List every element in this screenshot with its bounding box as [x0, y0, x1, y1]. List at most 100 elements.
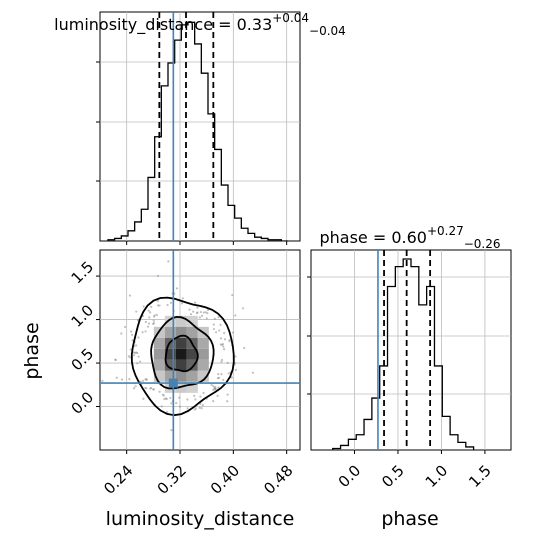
scatter-point	[198, 316, 202, 319]
scatter-point	[200, 407, 203, 410]
x-tick-label: 0.40	[207, 462, 243, 498]
density-block	[186, 326, 198, 338]
scatter-point	[152, 388, 155, 391]
luminosity-histogram-title: luminosity_distance = 0.33+0.04−0.04	[54, 11, 346, 38]
scatter-point	[156, 274, 160, 278]
scatter-point	[134, 344, 138, 347]
scatter-point	[228, 338, 231, 342]
y-tick-label: 1.5	[68, 258, 98, 288]
scatter-point	[142, 379, 145, 382]
scatter-point	[120, 378, 124, 381]
scatter-point	[175, 402, 178, 405]
scatter-point	[210, 383, 213, 387]
density-truth-lines	[100, 250, 300, 450]
scatter-point	[206, 308, 210, 312]
scatter-point	[139, 360, 142, 363]
scatter-point	[206, 312, 209, 315]
scatter-point	[230, 376, 233, 379]
scatter-point	[204, 311, 207, 314]
scatter-point	[234, 355, 237, 358]
density-block	[197, 337, 209, 349]
scatter-point	[139, 380, 142, 383]
phase-histogram-frame	[310, 249, 512, 451]
luminosity-title-err-minus: −0.04	[309, 24, 346, 38]
phase-title-err-minus: −0.26	[464, 237, 501, 251]
scatter-point	[218, 329, 221, 332]
x-tick-label: 0.48	[260, 462, 296, 498]
scatter-point	[200, 314, 204, 317]
luminosity-quantile-lines	[158, 12, 215, 241]
scatter-point	[217, 372, 220, 376]
x-tick-label: 0.5	[378, 462, 408, 492]
scatter-point	[241, 307, 245, 310]
scatter-point	[217, 316, 220, 319]
scatter-point	[178, 396, 181, 399]
density-block	[153, 348, 165, 360]
scatter-point	[115, 376, 118, 379]
scatter-point	[212, 400, 215, 403]
scatter-point	[132, 387, 136, 390]
scatter-point	[146, 325, 150, 328]
scatter-point	[226, 393, 229, 396]
density-y-tick-labels: 0.0 0.5 1.0 1.5	[68, 258, 98, 418]
scatter-point	[219, 323, 222, 326]
y-tick-label: 1.0	[68, 301, 98, 331]
scatter-point	[124, 325, 127, 329]
phase-title-param: phase	[319, 228, 367, 247]
scatter-point	[223, 331, 226, 335]
scatter-point	[144, 320, 147, 324]
scatter-point	[220, 358, 224, 362]
density-block	[197, 370, 209, 382]
scatter-point	[152, 319, 155, 322]
scatter-point	[158, 390, 161, 393]
phase-x-tick-labels: 0.0 0.5 1.0 1.5	[335, 462, 495, 492]
scatter-point	[234, 368, 238, 371]
scatter-point	[202, 311, 205, 314]
density-x-axis-label: luminosity_distance	[106, 508, 295, 530]
y-tick-label: 0.0	[68, 388, 98, 418]
scatter-point	[160, 405, 163, 408]
scatter-point	[167, 260, 170, 263]
scatter-point	[188, 308, 191, 311]
scatter-point	[149, 386, 153, 390]
scatter-point	[205, 317, 208, 320]
scatter-point	[147, 309, 150, 312]
truth-marker	[168, 378, 178, 388]
density-block	[197, 348, 209, 360]
luminosity-histogram-grid	[100, 12, 300, 241]
scatter-point	[223, 348, 226, 351]
scatter-point	[223, 338, 227, 341]
scatter-point	[134, 385, 137, 388]
scatter-point	[142, 397, 145, 400]
scatter-point	[214, 331, 218, 334]
scatter-point	[130, 333, 134, 336]
scatter-point	[194, 398, 197, 401]
luminosity-title-param: luminosity_distance	[54, 15, 213, 35]
scatter-point	[220, 373, 223, 376]
luminosity-histogram-steps	[107, 21, 288, 241]
scatter-point	[226, 400, 229, 403]
scatter-point	[217, 386, 220, 389]
scatter-point	[166, 303, 169, 307]
scatter-point	[199, 395, 202, 398]
scatter-point	[129, 330, 133, 333]
scatter-point	[147, 322, 151, 325]
panel-2d-density: 0.24 0.32 0.40 0.48 0.0 0.5 1.0 1.5 luminosity…	[21, 249, 301, 530]
scatter-point	[144, 378, 147, 381]
scatter-point	[129, 348, 132, 351]
density-block	[153, 370, 165, 382]
phase-title-median: 0.60	[391, 228, 427, 247]
density-block	[175, 348, 187, 360]
scatter-point	[219, 343, 222, 346]
phase-histogram-grid	[311, 250, 511, 450]
scatter-point	[152, 322, 155, 325]
scatter-point	[251, 371, 254, 374]
density-block	[186, 315, 198, 327]
scatter-point	[144, 386, 147, 390]
density-block	[186, 370, 198, 382]
scatter-point	[131, 339, 134, 342]
scatter-point	[148, 316, 151, 319]
scatter-point	[169, 301, 173, 304]
density-y-axis-label: phase	[21, 322, 43, 379]
